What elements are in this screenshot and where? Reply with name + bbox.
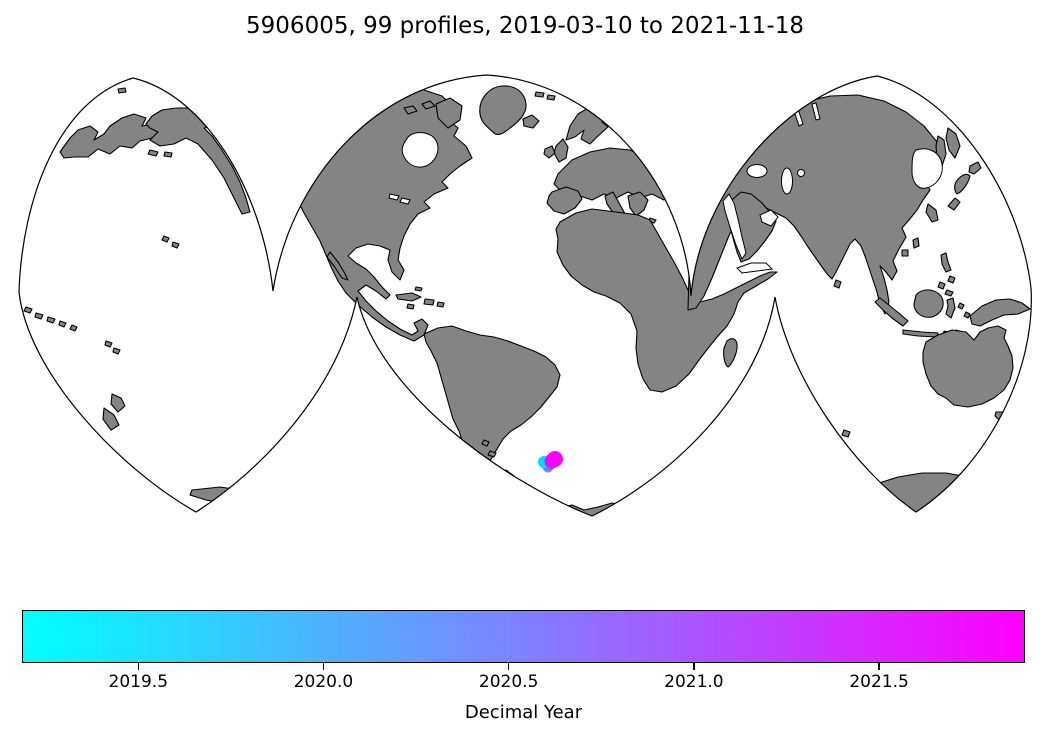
colorbar-tick-label: 2021.5	[849, 672, 909, 692]
land-sri-lanka	[833, 279, 842, 289]
red-sea	[722, 193, 747, 261]
gulf-of-aden	[736, 262, 774, 274]
colorbar-tick-label: 2020.5	[478, 672, 539, 692]
land-new-guinea	[969, 298, 1031, 327]
land-hawaii	[161, 235, 180, 249]
land-cuba	[395, 292, 422, 302]
land-kamchatka	[945, 127, 961, 159]
hudson-bay	[401, 132, 439, 168]
land-korea	[925, 203, 939, 223]
land-africa	[555, 208, 778, 393]
land-svalbard	[534, 91, 556, 101]
sea-of-okhotsk	[911, 148, 943, 189]
black-sea	[746, 164, 768, 178]
land-wrangel-island	[117, 87, 127, 94]
land-borneo	[913, 289, 944, 318]
colorbar-tick	[878, 663, 880, 670]
land-taiwan	[912, 237, 920, 249]
land-moluccas	[957, 302, 971, 319]
land-australia	[922, 325, 1014, 408]
persian-gulf	[759, 209, 779, 227]
colorbar-axis-label: Decimal Year	[464, 702, 583, 723]
colorbar-tick-label: 2019.5	[108, 672, 169, 692]
land-iberia	[546, 186, 583, 215]
land-pacific-islands	[23, 306, 121, 355]
land-hainan	[901, 249, 909, 257]
aral-sea	[797, 169, 805, 177]
land-greenland	[479, 85, 527, 136]
land-balkans	[627, 191, 649, 217]
colorbar-tick	[693, 663, 695, 670]
great-lakes	[388, 193, 411, 205]
colorbar-tick-label: 2020.0	[293, 672, 354, 692]
colorbar-tick-label: 2021.0	[664, 672, 724, 692]
caspian-sea	[781, 167, 793, 195]
land-caribbean-islands	[406, 286, 445, 310]
land-japan	[947, 161, 982, 211]
land-baffin	[435, 97, 463, 129]
figure-title: 5906005, 99 profiles, 2019-03-10 to 2021…	[246, 13, 804, 39]
seas-group	[388, 102, 943, 274]
land-new-zealand	[102, 393, 126, 431]
land-falklands	[481, 439, 497, 458]
colorbar-tick	[322, 663, 325, 670]
land-philippines	[937, 252, 956, 297]
land-iceland	[522, 114, 540, 129]
land-kerguelen	[841, 429, 851, 438]
colorbar	[22, 610, 1025, 663]
land-madagascar	[723, 338, 738, 368]
land-sulawesi	[945, 297, 956, 319]
land-baja	[326, 251, 349, 281]
profile-dot	[547, 451, 563, 467]
profile-positions-group	[538, 451, 563, 473]
land-ireland	[543, 145, 556, 159]
colorbar-tick	[507, 663, 510, 670]
colorbar-tick	[137, 663, 140, 670]
projection-outline	[18, 74, 1032, 517]
land-south-america	[423, 325, 561, 482]
land-tierra-del-fuego	[459, 476, 487, 487]
land-sumatra	[874, 297, 909, 327]
land-aleutians	[147, 149, 173, 158]
